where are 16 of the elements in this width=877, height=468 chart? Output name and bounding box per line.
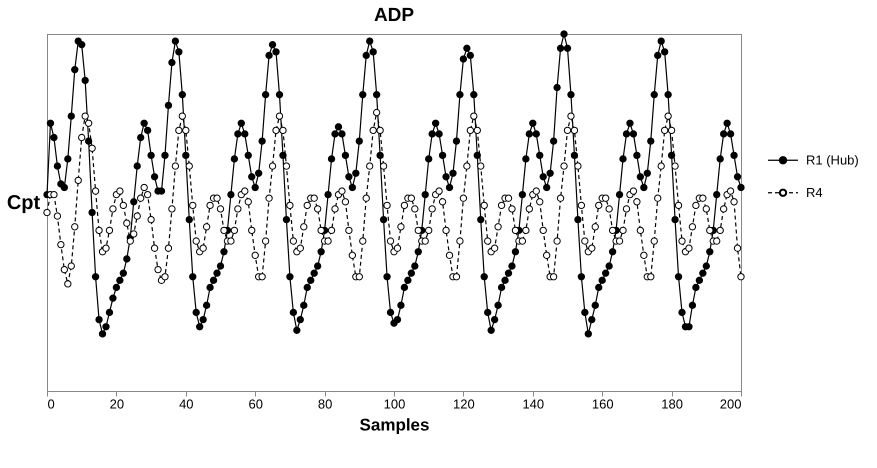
- x-tick-label: 160: [592, 396, 614, 412]
- x-tick-label: 200: [720, 396, 742, 412]
- x-axis-title: Samples: [360, 416, 430, 434]
- legend-label: R4: [806, 184, 823, 200]
- x-tick-label: 80: [318, 396, 332, 412]
- x-tick-label: 100: [384, 396, 406, 412]
- y-axis-title: Cpt: [6, 192, 40, 214]
- x-tick-label: 60: [248, 396, 263, 412]
- legend-label: R1 (Hub): [806, 152, 859, 168]
- x-tick-label: 40: [179, 396, 194, 412]
- x-tick-label: 120: [453, 396, 475, 412]
- x-tick-label: 180: [661, 396, 683, 412]
- x-tick-label: 20: [110, 396, 124, 412]
- chart-title: ADP: [374, 4, 414, 26]
- x-tick-label: 0: [48, 396, 55, 412]
- x-tick-label: 140: [522, 396, 544, 412]
